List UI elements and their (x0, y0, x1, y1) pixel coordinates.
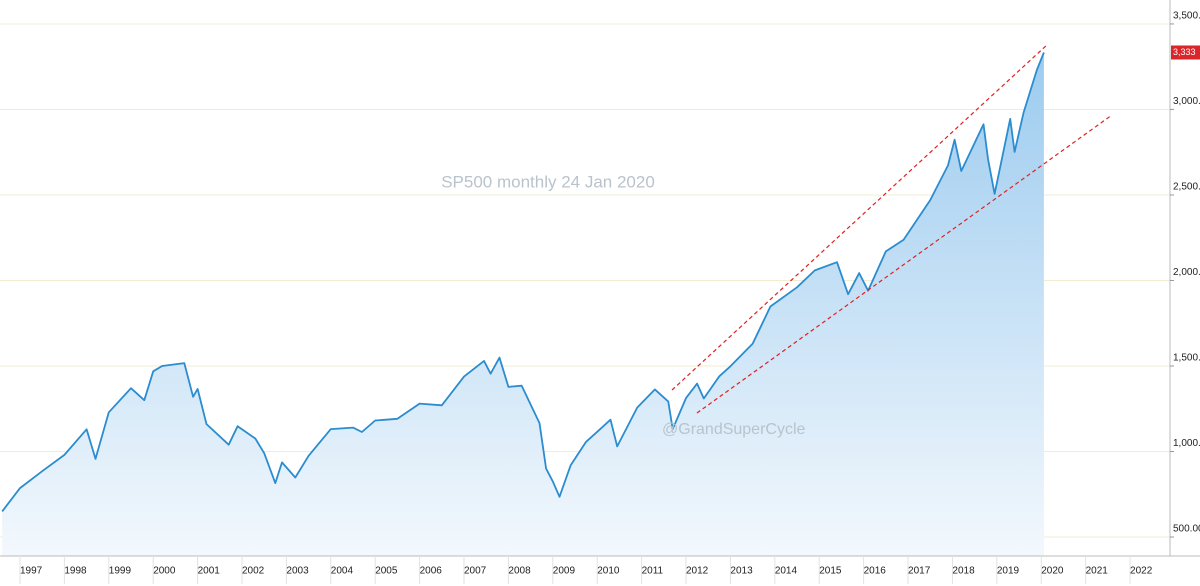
x-tick-label: 2019 (997, 566, 1020, 577)
y-tick-label: 1,500.00 (1173, 353, 1200, 364)
y-tick-label: 3,000.00 (1173, 96, 1200, 107)
x-tick-label: 2022 (1130, 566, 1153, 577)
axes: 500.00 1,000.00 1,500.00 2,000.00 2,500.00 3,… (19, 11, 1200, 584)
y-tick-label: 3,500.00 (1173, 11, 1200, 22)
x-tick-label: 1997 (20, 566, 43, 577)
x-tick-label: 2003 (286, 566, 309, 577)
x-axis-band (0, 556, 1200, 586)
x-tick-label: 2005 (375, 566, 398, 577)
x-tick-label: 1998 (64, 566, 87, 577)
x-tick-label: 2007 (464, 566, 487, 577)
y-tick-label: 1,000.00 (1173, 438, 1200, 449)
x-tick-label: 2008 (508, 566, 531, 577)
x-tick-label: 2018 (952, 566, 975, 577)
y-tick-label: 2,000.00 (1173, 267, 1200, 278)
plot-area (1, 52, 1045, 556)
price-label: 3,333 (1173, 47, 1196, 57)
trend-line-upper (671, 43, 1049, 391)
x-tick-label: 2014 (775, 566, 798, 577)
x-tick-label: 2009 (553, 566, 576, 577)
x-tick-label: 2010 (597, 566, 620, 577)
x-tick-label: 2002 (242, 566, 265, 577)
x-tick-label: 2001 (198, 566, 221, 577)
chart-title: SP500 monthly 24 Jan 2020 (441, 172, 655, 191)
x-tick-label: 2017 (908, 566, 931, 577)
x-tick-label: 2011 (642, 566, 664, 577)
area-fill (2, 52, 1044, 556)
x-tick-label: 2006 (420, 566, 443, 577)
x-tick-label: 2020 (1041, 566, 1064, 577)
x-tick-label: 1999 (109, 566, 132, 577)
x-tick-label: 2012 (686, 566, 709, 577)
y-tick-label: 2,500.00 (1173, 182, 1200, 193)
price-label-box (1171, 45, 1200, 60)
watermark: @GrandSuperCycle (662, 421, 806, 438)
x-tick-label: 2021 (1086, 566, 1109, 577)
x-tick-label: 2004 (331, 566, 354, 577)
line (1, 52, 1045, 512)
x-tick-label: 2000 (153, 566, 176, 577)
y-tick-label: 500.00 (1173, 524, 1200, 535)
trend-line-lower (696, 114, 1113, 414)
x-tick-label: 2013 (730, 566, 753, 577)
x-tick-label: 2015 (819, 566, 842, 577)
x-tick-label: 2016 (864, 566, 887, 577)
